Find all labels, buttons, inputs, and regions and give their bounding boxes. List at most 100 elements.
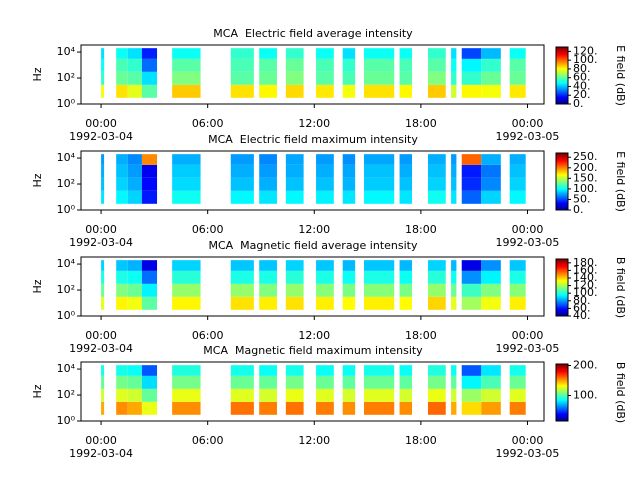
colorbar-step [556, 192, 568, 195]
heatmap-cell [364, 388, 395, 402]
heatmap-cell [285, 375, 304, 389]
colorbar-step [556, 75, 568, 77]
heatmap-cell [451, 154, 457, 165]
heatmap-cell [285, 270, 304, 284]
heatmap-cell [451, 401, 457, 415]
heatmap-cell [116, 154, 128, 165]
colorbar-step [556, 402, 568, 404]
colorbar-step [556, 64, 568, 66]
heatmap-cell [342, 365, 356, 376]
heatmap-cell [285, 296, 304, 310]
colorbar-step [556, 195, 568, 198]
panel-title: MCA Magnetic field maximum intensity [203, 344, 423, 357]
colorbar-step [556, 70, 568, 73]
axes-frame [80, 256, 545, 317]
heatmap-cell [101, 388, 105, 402]
colorbar-frame [555, 363, 569, 422]
colorbar-step [556, 259, 568, 261]
colorbar-step [556, 178, 568, 181]
heatmap-cell [364, 283, 395, 297]
heatmap-cell [364, 84, 395, 98]
heatmap-cell [451, 375, 457, 389]
colorbar-step [556, 165, 568, 167]
heatmap-cell [316, 375, 334, 389]
axes-frame [80, 44, 545, 105]
heatmap-cell [101, 48, 105, 59]
x-tick-label: 18:00 [405, 329, 437, 342]
heatmap-cell [364, 270, 395, 284]
colorbar-tick-label: 250. [573, 150, 598, 163]
colorbar-step [556, 296, 568, 298]
x-tick-label: 06:00 [192, 329, 224, 342]
y-tick-label: 10² [57, 71, 75, 84]
heatmap-cell [127, 296, 142, 310]
colorbar-step [556, 273, 568, 275]
heatmap-cell [399, 177, 412, 191]
heatmap-cell [172, 154, 201, 165]
colorbar-step [556, 313, 568, 315]
heatmap-cell [399, 71, 412, 85]
heatmap-cell [101, 365, 105, 376]
colorbar-step [556, 384, 568, 387]
colorbar-step [556, 77, 568, 79]
heatmap-cell [451, 190, 457, 204]
heatmap-cell [127, 270, 142, 284]
colorbar-step [556, 411, 568, 413]
heatmap-cell [342, 283, 356, 297]
colorbar-step [556, 93, 568, 95]
x-tick-label: 00:00 [85, 329, 117, 342]
colorbar-step [556, 180, 568, 182]
colorbar-step [556, 392, 568, 394]
colorbar-step [556, 153, 568, 155]
heatmap-cell [399, 58, 412, 72]
heatmap-cell [127, 365, 142, 376]
heatmap-cell [427, 375, 446, 389]
colorbar-step [556, 415, 568, 417]
heatmap-cell [509, 375, 526, 389]
heatmap-cell [342, 84, 356, 98]
heatmap-cell [427, 270, 446, 284]
heatmap-cell [451, 177, 457, 191]
heatmap-cell [342, 388, 356, 402]
heatmap-cell [172, 164, 201, 178]
heatmap-cell [172, 375, 201, 389]
heatmap-cell [259, 365, 277, 376]
x-tick-label: 12:00 [298, 434, 330, 447]
x-tick-label: 12:00 [298, 329, 330, 342]
heatmap-cell [172, 71, 201, 85]
x-date-label: 1992-03-04 [69, 447, 133, 460]
colorbar-step [556, 399, 568, 401]
colorbar-step [556, 171, 568, 173]
colorbar-step [556, 283, 568, 286]
x-date-label: 1992-03-04 [69, 342, 133, 355]
heatmap-cell [259, 401, 277, 415]
heatmap-cell [127, 71, 142, 85]
colorbar-step [556, 396, 568, 398]
colorbar-step [556, 418, 568, 420]
colorbar-step [556, 310, 568, 312]
heatmap-cell [259, 84, 277, 98]
colorbar-step [556, 182, 568, 184]
colorbar-step [556, 161, 568, 163]
heatmap-cell [399, 164, 412, 178]
heatmap-cell [285, 388, 304, 402]
colorbar-step [556, 63, 568, 65]
colorbar-step [556, 368, 568, 371]
colorbar-tick-label: 0. [573, 203, 584, 216]
y-tick-label: 10⁴ [57, 362, 76, 375]
heatmap-cell [101, 260, 105, 271]
heatmap-cell [509, 190, 526, 204]
heatmap-cell [316, 154, 334, 165]
colorbar-step [556, 266, 568, 269]
colorbar-step [556, 62, 568, 64]
colorbar-step [556, 290, 568, 292]
colorbar-step [556, 274, 568, 276]
colorbar-step [556, 393, 568, 395]
heatmap-cell [285, 154, 304, 165]
x-tick-label: 00:00 [85, 223, 117, 236]
colorbar-step [556, 385, 568, 388]
colorbar-step [556, 371, 568, 374]
y-tick-label: 10⁰ [57, 414, 76, 427]
heatmap-cell [364, 365, 395, 376]
heatmap-cell [481, 401, 501, 415]
